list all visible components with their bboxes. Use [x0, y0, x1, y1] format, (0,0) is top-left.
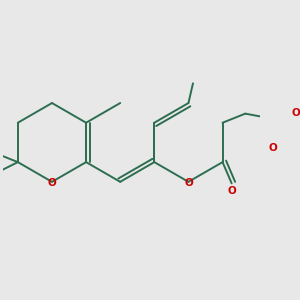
Text: O: O: [227, 186, 236, 196]
Text: O: O: [292, 108, 300, 118]
Text: O: O: [268, 143, 277, 154]
Text: O: O: [48, 178, 56, 188]
Text: O: O: [184, 178, 193, 188]
